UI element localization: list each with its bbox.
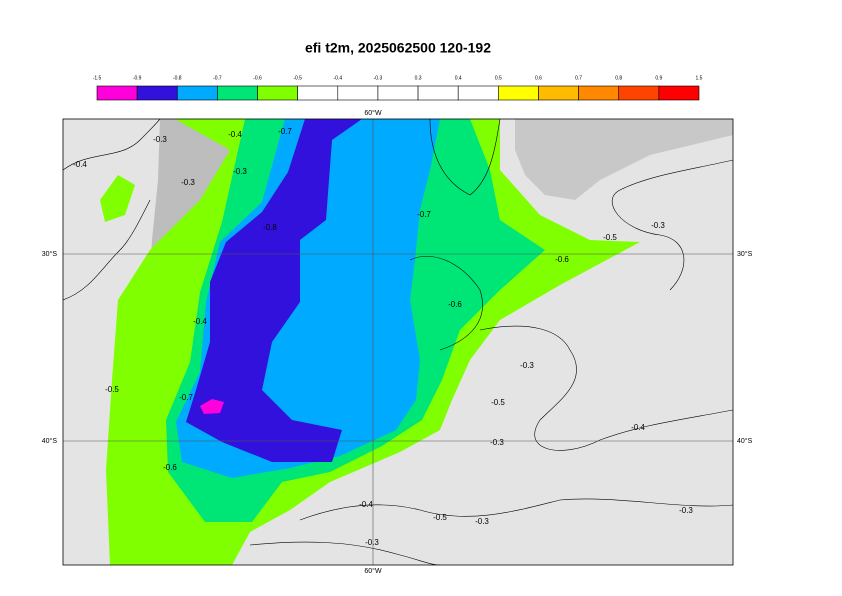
region-blue <box>186 119 362 462</box>
colorbar-tick-label: 0.6 <box>535 75 542 81</box>
map-area: -0.4 -0.3 -0.3 -0.3 -0.4 -0.7 -0.8 -0.7 -0.6 -0.5… <box>63 119 733 565</box>
colorbar-tick-label: -0.7 <box>213 75 222 81</box>
map-frame <box>62 118 734 566</box>
contour-line <box>409 256 483 351</box>
contour-label: -0.5 <box>603 233 617 242</box>
contour-label: -0.4 <box>228 130 242 139</box>
contour-label: -0.6 <box>163 463 177 472</box>
contour-labels: -0.4 -0.3 -0.3 -0.3 -0.4 -0.7 -0.8 -0.7 -0.6 -0.5… <box>73 127 693 547</box>
colorbar-tick-label: 0.9 <box>655 75 662 81</box>
region-light-green <box>100 175 135 222</box>
colorbar-box <box>498 85 539 101</box>
colorbar-box <box>578 85 620 101</box>
contour-line <box>611 159 733 291</box>
lat-label: 40°S <box>737 437 753 445</box>
contour-label: -0.6 <box>555 255 569 264</box>
lon-label: 60°W <box>364 567 382 575</box>
colorbar-box <box>457 85 499 101</box>
colorbar-box <box>618 85 660 101</box>
lat-label: 40°S <box>42 437 58 445</box>
contours <box>63 119 733 565</box>
colorbar-box <box>658 85 700 101</box>
colorbar-tick-label: -0.3 <box>374 75 383 81</box>
contour-label: -0.4 <box>73 160 87 169</box>
contour-label: -0.3 <box>153 135 167 144</box>
contour-label: -0.3 <box>520 361 534 370</box>
colorbar-tick-label: 0.7 <box>575 75 582 81</box>
colorbar-tick-label: -1.5 <box>93 75 102 81</box>
contour-label: -0.3 <box>181 178 195 187</box>
colorbar-tick-label: 1.5 <box>696 75 703 81</box>
lon-label: 60°W <box>364 109 382 117</box>
contour-label: -0.7 <box>417 210 431 219</box>
lat-label: 30°S <box>42 250 58 258</box>
contour-label: -0.4 <box>359 500 373 509</box>
colorbar: -1.5 -0.9 -0.8 -0.7 -0.6 -0.5 -0.4 -0.3 0.3 0.4 0.… <box>93 75 703 101</box>
colorbar-box <box>297 85 339 101</box>
contour-line <box>63 199 151 301</box>
contour-label: -0.5 <box>491 398 505 407</box>
contour-label: -0.3 <box>679 506 693 515</box>
graticule <box>63 119 733 565</box>
colorbar-tick-label: -0.6 <box>253 75 262 81</box>
contour-line <box>429 119 501 196</box>
contour-line <box>479 325 733 451</box>
colorbar-tick-label: -0.8 <box>173 75 182 81</box>
contour-label: -0.5 <box>105 385 119 394</box>
contour-label: -0.6 <box>448 300 462 309</box>
contour-label: -0.4 <box>193 317 207 326</box>
contour-label: -0.3 <box>490 438 504 447</box>
colorbar-tick-label: -0.9 <box>133 75 142 81</box>
contour-label: -0.3 <box>651 221 665 230</box>
colorbar-box <box>257 85 298 101</box>
lat-label: 30°S <box>737 250 753 258</box>
colorbar-box <box>337 85 379 101</box>
colorbar-box <box>176 85 218 101</box>
contour-label: -0.3 <box>475 517 489 526</box>
colorbar-tick-label: -0.4 <box>333 75 342 81</box>
colorbar-tick-label: 0.4 <box>455 75 462 81</box>
colorbar-tick-label: 0.3 <box>415 75 422 81</box>
contour-label: -0.4 <box>631 423 645 432</box>
colorbar-box <box>417 85 459 101</box>
colorbar-box <box>96 85 138 101</box>
colorbar-tick-label: 0.5 <box>495 75 502 81</box>
contour-label: -0.3 <box>365 538 379 547</box>
contour-label: -0.7 <box>179 393 193 402</box>
contour-label: -0.5 <box>433 513 447 522</box>
region-magenta <box>200 399 224 414</box>
colorbar-box <box>377 85 419 101</box>
contour-line <box>249 541 441 565</box>
colorbar-tick-label: 0.8 <box>615 75 622 81</box>
title: efi t2m, 2025062500 120-192 <box>305 40 491 56</box>
colorbar-box <box>217 85 258 101</box>
contour-label: -0.8 <box>263 223 277 232</box>
contour-label: -0.3 <box>233 167 247 176</box>
contour-line <box>63 119 161 171</box>
colorbar-tick-label: -0.5 <box>293 75 302 81</box>
colorbar-box <box>538 85 579 101</box>
colorbar-box <box>136 85 178 101</box>
contour-label: -0.7 <box>278 127 292 136</box>
land <box>515 119 733 200</box>
contour-line <box>299 498 733 521</box>
